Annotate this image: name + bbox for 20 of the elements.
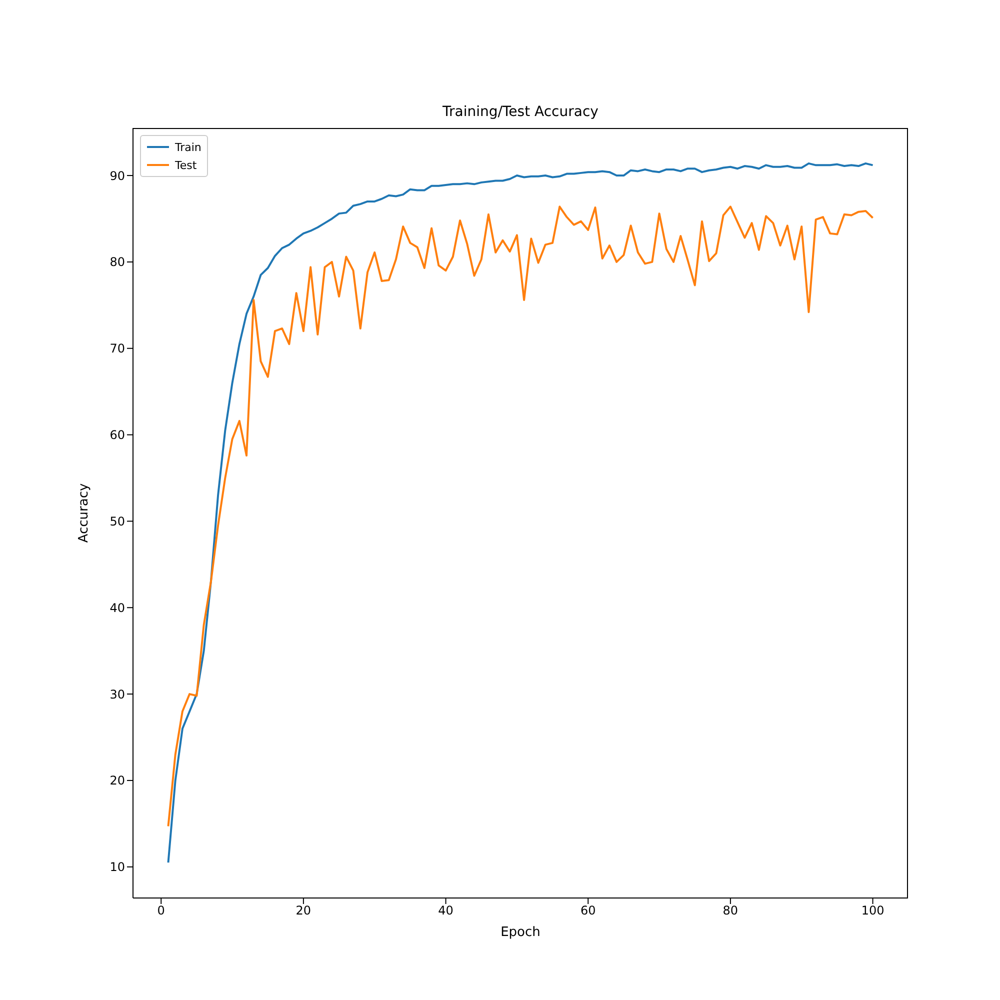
legend-label: Train bbox=[175, 140, 202, 154]
y-tick-label: 90 bbox=[110, 168, 125, 183]
y-tick-label: 70 bbox=[110, 342, 125, 356]
chart-title: Training/Test Accuracy bbox=[442, 104, 600, 120]
y-tick-label: 40 bbox=[110, 600, 125, 615]
x-tick-label: 60 bbox=[580, 904, 596, 918]
x-tick-label: 100 bbox=[861, 904, 884, 918]
x-tick-label: 20 bbox=[296, 904, 312, 918]
x-tick-label: 40 bbox=[438, 904, 454, 918]
x-tick-label: 0 bbox=[157, 904, 165, 918]
x-tick-label: 80 bbox=[722, 904, 738, 918]
y-tick-label: 50 bbox=[110, 514, 125, 528]
y-tick-label: 30 bbox=[110, 687, 125, 702]
y-tick-label: 10 bbox=[110, 860, 125, 874]
x-axis-title: Epoch bbox=[500, 925, 540, 940]
y-tick-label: 20 bbox=[110, 774, 125, 788]
y-tick-label: 80 bbox=[110, 255, 125, 270]
y-tick-label: 60 bbox=[110, 428, 125, 442]
y-axis-title: Accuracy bbox=[76, 483, 92, 543]
legend-label: Test bbox=[175, 158, 197, 172]
